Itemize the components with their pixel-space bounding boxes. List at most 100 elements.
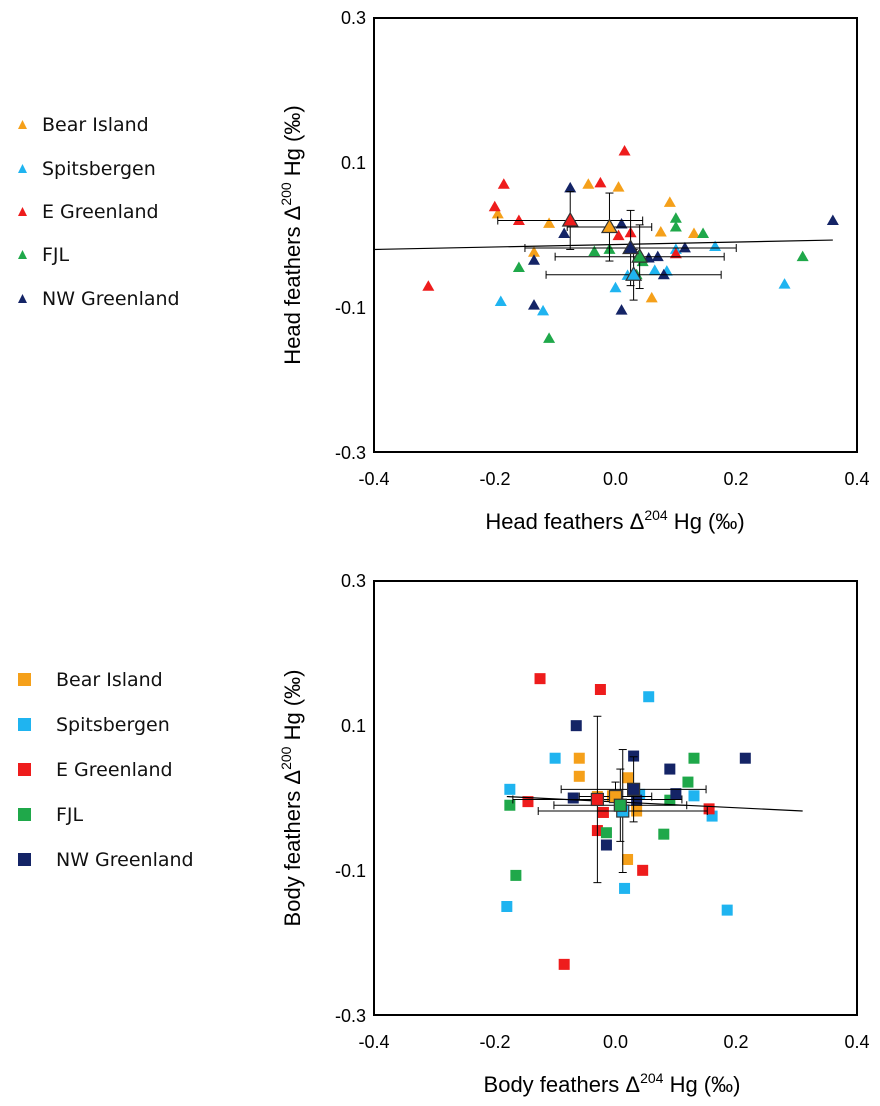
data-point-fjl (543, 332, 556, 343)
data-point-bear-island (687, 227, 700, 238)
data-point-bear-island (663, 196, 676, 207)
data-point-spitsbergen (619, 882, 631, 894)
data-point-nw-greenland (628, 750, 640, 762)
y-tick-label: -0.1 (335, 298, 366, 318)
data-point-e-greenland (522, 796, 534, 808)
data-point-spitsbergen (504, 783, 516, 795)
data-point-spitsbergen (494, 295, 507, 306)
mean-point-fjl (613, 798, 627, 812)
trend-line (373, 239, 833, 251)
data-point-bear-island (612, 181, 625, 192)
chart-body-feathers: Bear Island Spitsbergen E Greenland FJL … (18, 571, 870, 1097)
data-point-fjl (658, 828, 670, 840)
data-point-e-greenland (497, 178, 510, 189)
data-point-nw-greenland (631, 794, 643, 806)
data-point-nw-greenland (615, 304, 628, 315)
mean-point-nw-greenland (627, 782, 641, 796)
data-point-bear-island (573, 752, 585, 764)
legend-label: Bear Island (56, 669, 163, 691)
data-point-nw-greenland (657, 268, 670, 280)
legend-marker-fjl (18, 250, 27, 259)
legend-marker-nw-greenland (18, 294, 27, 303)
x-tick-label: 0.2 (723, 1032, 748, 1052)
data-point-fjl (600, 827, 612, 839)
legend-marker-spitsbergen (18, 718, 31, 731)
trend-line (506, 795, 803, 812)
data-point-bear-island (491, 207, 504, 219)
data-point-nw-greenland (600, 839, 612, 851)
data-point-fjl (512, 261, 525, 272)
legend-marker-e-greenland (18, 763, 31, 776)
x-tick-label: -0.4 (358, 469, 389, 489)
data-point-spitsbergen (501, 901, 513, 912)
data-point-nw-greenland (615, 218, 628, 229)
legend-label: E Greenland (42, 201, 159, 223)
y-tick-label: -0.3 (335, 1006, 366, 1026)
y-tick-label: -0.3 (335, 443, 366, 463)
data-point-bear-island (527, 246, 540, 257)
y-tick-label: 0.1 (341, 716, 366, 736)
y-tick-labels: 0.3 0.1 -0.1 -0.3 (335, 571, 366, 1026)
data-point-nw-greenland (570, 720, 582, 732)
data-point-e-greenland (534, 673, 546, 685)
y-tick-labels: 0.3 0.1 -0.1 -0.3 (335, 8, 366, 463)
data-point-spitsbergen (609, 281, 622, 293)
data-point-spitsbergen (643, 691, 655, 703)
data-point-nw-greenland (527, 299, 540, 310)
data-point-fjl (504, 799, 516, 811)
data-point-nw-greenland (651, 250, 664, 262)
legend-label: Spitsbergen (42, 158, 156, 180)
data-point-bear-island (582, 178, 595, 189)
data-point-bear-island (573, 770, 585, 782)
data-point-spitsbergen (648, 264, 661, 275)
legend-marker-bear-island (18, 673, 31, 686)
data-point-nw-greenland (567, 792, 579, 804)
mean-point-fjl (631, 247, 649, 263)
data-point-fjl (669, 212, 682, 223)
legend-label: FJL (56, 804, 84, 826)
y-tick-label: 0.1 (341, 153, 366, 173)
legend-marker-nw-greenland (18, 853, 31, 866)
legend-label: FJL (42, 244, 70, 266)
data-point-e-greenland (422, 280, 435, 291)
plot-area (373, 580, 858, 1016)
data-point-e-greenland (637, 864, 649, 876)
data-point-spitsbergen (721, 904, 733, 916)
data-point-bear-island (622, 853, 634, 865)
data-point-e-greenland (558, 958, 570, 970)
data-point-spitsbergen (688, 790, 700, 802)
data-point-fjl (697, 227, 710, 238)
data-point-nw-greenland (527, 254, 540, 265)
mean-point-e-greenland (590, 792, 604, 807)
data-point-bear-island (622, 772, 634, 784)
legend-marker-e-greenland (18, 207, 27, 216)
x-tick-label: 0.4 (844, 469, 869, 489)
y-tick-label: 0.3 (341, 571, 366, 591)
x-tick-labels: -0.4 -0.2 0.0 0.2 0.4 (358, 1032, 869, 1052)
legend-marker-spitsbergen (18, 164, 27, 173)
data-point-fjl (588, 245, 601, 257)
plot-marks (501, 673, 803, 970)
x-axis-title: Body feathers Δ204 Hg (‰) (484, 1070, 741, 1097)
data-point-e-greenland (669, 247, 682, 259)
legend-label: Spitsbergen (56, 714, 170, 736)
data-point-spitsbergen (549, 752, 561, 764)
x-tick-label: 0.0 (603, 469, 628, 489)
data-point-spitsbergen (537, 304, 550, 316)
legend: Bear Island Spitsbergen E Greenland FJL … (18, 114, 180, 310)
legend-marker-bear-island (18, 120, 27, 129)
data-point-e-greenland (594, 176, 607, 188)
mean-point-nw-greenland (622, 239, 640, 255)
data-point-spitsbergen (706, 810, 718, 822)
x-tick-labels: -0.4 -0.2 0.0 0.2 0.4 (358, 469, 869, 489)
legend-label: E Greenland (56, 759, 173, 781)
data-point-bear-island (645, 291, 658, 303)
y-tick-label: 0.3 (341, 8, 366, 28)
data-point-e-greenland (703, 803, 715, 815)
mean-point-bear-island (600, 218, 619, 234)
data-point-spitsbergen (778, 278, 791, 289)
data-point-nw-greenland (564, 181, 577, 193)
legend-label: Bear Island (42, 114, 149, 136)
y-axis-title: Body feathers Δ200 Hg (‰) (278, 670, 305, 927)
